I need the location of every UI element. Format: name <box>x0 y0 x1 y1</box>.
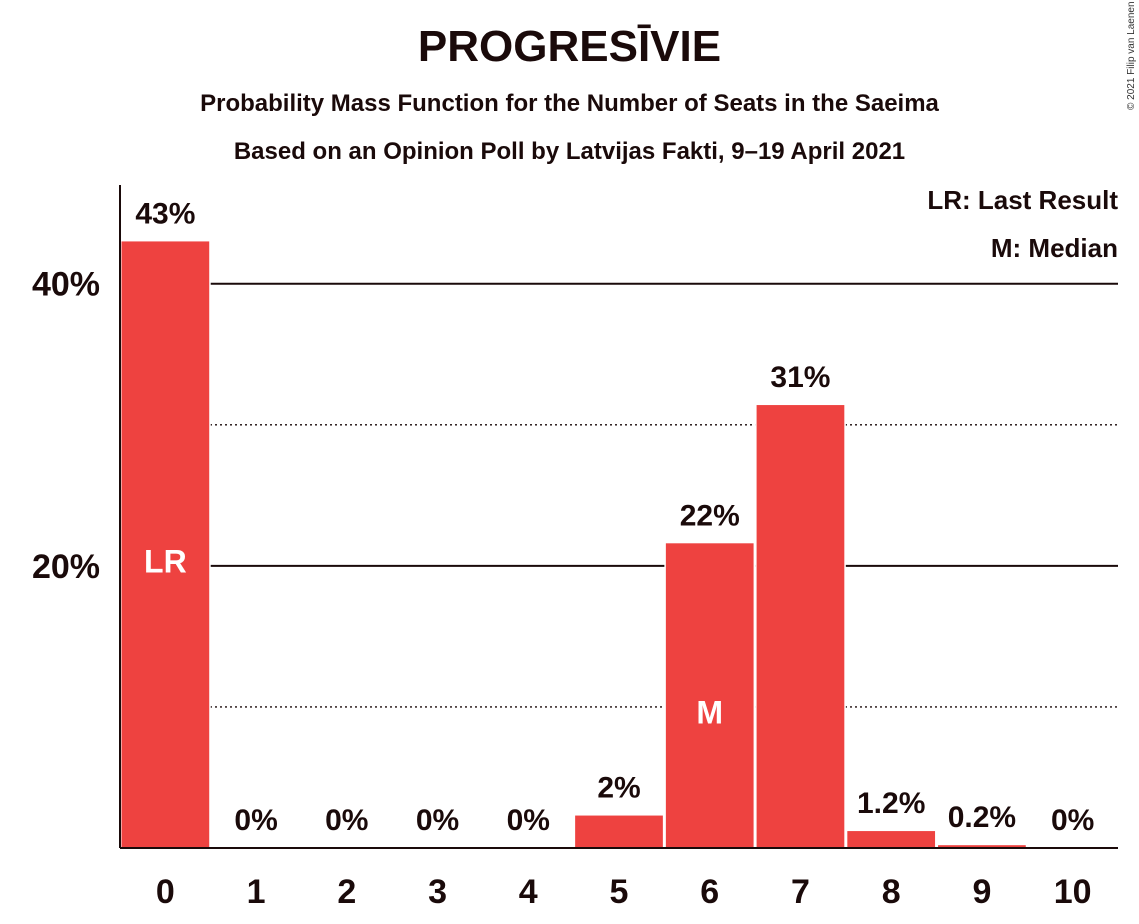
data-label: 1.2% <box>857 787 925 820</box>
bar-9 <box>938 845 1026 848</box>
data-label: 0% <box>325 804 368 837</box>
data-label: 0% <box>507 804 550 837</box>
x-tick-label: 5 <box>610 873 629 911</box>
bar-5 <box>575 815 663 848</box>
legend-last-result: LR: Last Result <box>927 185 1118 215</box>
axes <box>119 185 1118 849</box>
data-label: 0.2% <box>948 801 1016 834</box>
bar-8 <box>847 831 936 848</box>
bar-7 <box>756 405 845 848</box>
data-label: 0% <box>1051 804 1094 837</box>
data-label: 2% <box>597 772 640 805</box>
y-tick-label: 20% <box>32 548 100 586</box>
x-tick-label: 8 <box>882 873 901 911</box>
chart-subtitle: Probability Mass Function for the Number… <box>200 90 939 117</box>
chart-subtitle-poll: Based on an Opinion Poll by Latvijas Fak… <box>233 138 906 165</box>
bars <box>120 239 1028 848</box>
bar-marker-label: LR <box>144 544 187 580</box>
bar-0 <box>121 241 210 848</box>
data-label: 0% <box>416 804 459 837</box>
x-tick-label: 7 <box>791 873 810 911</box>
legend-median: M: Median <box>991 233 1118 263</box>
x-tick-label: 6 <box>700 873 719 911</box>
x-tick-label: 0 <box>156 873 175 911</box>
data-label: 22% <box>680 499 740 532</box>
gridlines <box>120 282 1118 708</box>
x-tick-label: 9 <box>972 873 991 911</box>
x-tick-label: 10 <box>1054 873 1092 911</box>
data-label: 43% <box>135 197 195 230</box>
x-tick-label: 3 <box>428 873 447 911</box>
y-tick-label: 40% <box>32 266 100 304</box>
bar-6 <box>665 543 754 848</box>
x-tick-label: 1 <box>247 873 266 911</box>
data-label: 31% <box>770 361 830 394</box>
labels: 20%40%043%LR10%20%30%40%52%622%M731%81.2… <box>32 197 1094 911</box>
chart-title: PROGRESĪVIE <box>417 22 722 71</box>
bar-marker-label: M <box>696 695 723 731</box>
data-label: 0% <box>234 804 277 837</box>
x-tick-label: 4 <box>519 873 538 911</box>
x-tick-label: 2 <box>337 873 356 911</box>
